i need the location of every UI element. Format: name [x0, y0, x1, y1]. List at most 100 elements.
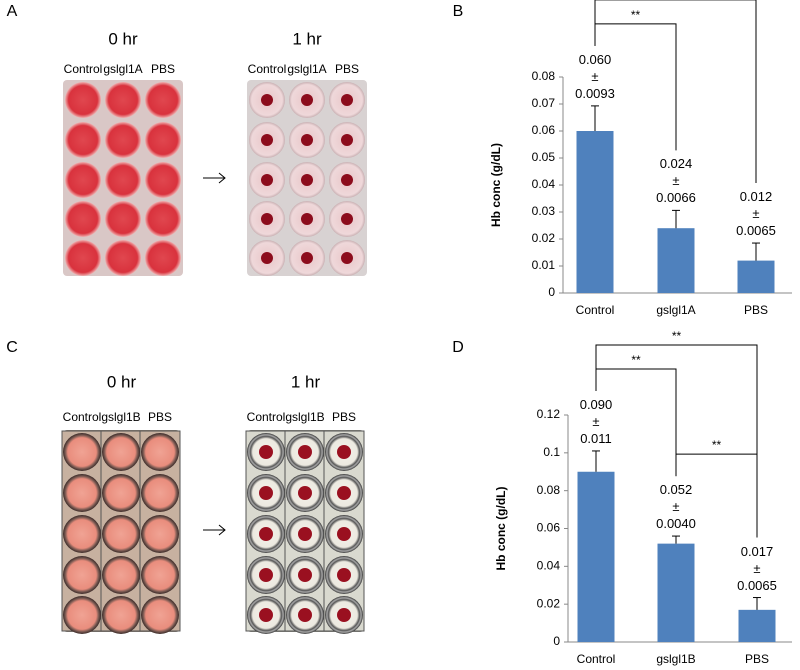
bar: [576, 131, 614, 293]
value-label: 0.012 ± 0.0065: [736, 189, 776, 239]
column-label: gslgl1A: [103, 62, 142, 76]
pellet: [301, 252, 313, 264]
x-tick-label: gslgl1B: [656, 652, 695, 666]
pellet: [341, 94, 353, 106]
pellet: [298, 445, 312, 459]
pellet: [261, 213, 273, 225]
y-tick-label: 0.02: [532, 231, 556, 245]
x-tick-label: PBS: [745, 652, 769, 666]
value-label-box: 0.012 ± 0.0065: [736, 189, 776, 239]
y-tick-label: 0.07: [532, 96, 556, 110]
well: [102, 474, 140, 512]
well: [105, 122, 141, 158]
pellet: [301, 213, 313, 225]
panel-label: D: [452, 339, 464, 356]
pellet: [341, 252, 353, 264]
pellet: [337, 445, 351, 459]
y-axis-label: Hb conc (g/dL): [494, 487, 508, 571]
significance-label: **: [631, 353, 641, 367]
well: [141, 433, 179, 471]
well: [63, 474, 101, 512]
bar: [657, 228, 695, 293]
value-label-box: 0.024 ± 0.0066: [656, 156, 696, 206]
well: [105, 201, 141, 237]
y-tick-label: 0: [553, 634, 560, 648]
well: [65, 82, 101, 118]
panel-label: A: [7, 3, 18, 20]
value-label: 0.052 ± 0.0040: [656, 482, 696, 532]
y-tick-label: 0.04: [532, 177, 556, 191]
well: [141, 474, 179, 512]
well: [63, 515, 101, 553]
well: [65, 240, 101, 276]
pellet: [259, 568, 273, 582]
bar: [737, 260, 775, 293]
pellet: [337, 568, 351, 582]
well: [145, 82, 181, 118]
well: [63, 556, 101, 594]
time-label: 0 hr: [107, 372, 137, 391]
arrow-head: [218, 172, 226, 184]
pellet: [341, 213, 353, 225]
significance-label: **: [631, 8, 641, 22]
pellet: [298, 527, 312, 541]
column-label: gslgl1A: [287, 62, 326, 76]
pellet: [337, 527, 351, 541]
value-label: 0.090 ± 0.011: [579, 396, 613, 446]
well: [105, 162, 141, 198]
y-tick-label: 0.06: [532, 123, 556, 137]
significance-bracket: [594, 0, 757, 184]
well: [105, 240, 141, 276]
pellet: [337, 486, 351, 500]
y-tick-label: 0.02: [537, 596, 561, 610]
bar: [577, 471, 615, 642]
value-label-box: 0.017 ± 0.0065: [737, 544, 777, 593]
well: [65, 201, 101, 237]
y-tick-label: 0.08: [537, 483, 561, 497]
y-axis-label: Hb conc (g/dL): [489, 143, 503, 227]
well: [102, 515, 140, 553]
pellet: [341, 134, 353, 146]
significance-bracket: [595, 344, 758, 538]
pellet: [301, 94, 313, 106]
panel-label: C: [6, 339, 18, 356]
y-tick-label: 0.06: [537, 521, 561, 535]
y-tick-label: 0.01: [532, 258, 556, 272]
time-label: 1 hr: [292, 29, 322, 48]
pellet: [261, 134, 273, 146]
panel-label: B: [453, 3, 464, 20]
y-tick-label: 0.05: [532, 150, 556, 164]
column-label: PBS: [335, 62, 359, 76]
pellet: [298, 486, 312, 500]
x-tick-label: Control: [577, 652, 616, 666]
pellet: [259, 486, 273, 500]
column-label: PBS: [332, 410, 356, 424]
significance-label: **: [672, 329, 682, 343]
well: [141, 556, 179, 594]
y-tick-label: 0: [548, 285, 555, 299]
well: [102, 596, 140, 634]
well: [65, 122, 101, 158]
pellet: [261, 94, 273, 106]
well: [102, 433, 140, 471]
well: [141, 515, 179, 553]
value-label-box: 0.060 ± 0.0093: [575, 52, 615, 101]
pellet: [341, 174, 353, 186]
well: [145, 122, 181, 158]
x-tick-label: gslgl1A: [656, 303, 695, 317]
column-label: gslgl1B: [285, 410, 324, 424]
column-label: Control: [63, 410, 102, 424]
pellet: [261, 174, 273, 186]
well: [145, 162, 181, 198]
pellet: [259, 527, 273, 541]
y-tick-label: 0.04: [537, 559, 561, 573]
bar: [657, 543, 695, 642]
well: [102, 556, 140, 594]
column-label: PBS: [151, 62, 175, 76]
pellet: [298, 608, 312, 622]
value-label: 0.024 ± 0.0066: [656, 156, 696, 206]
y-tick-label: 0.12: [537, 407, 561, 421]
y-tick-label: 0.03: [532, 204, 556, 218]
x-tick-label: PBS: [744, 303, 768, 317]
